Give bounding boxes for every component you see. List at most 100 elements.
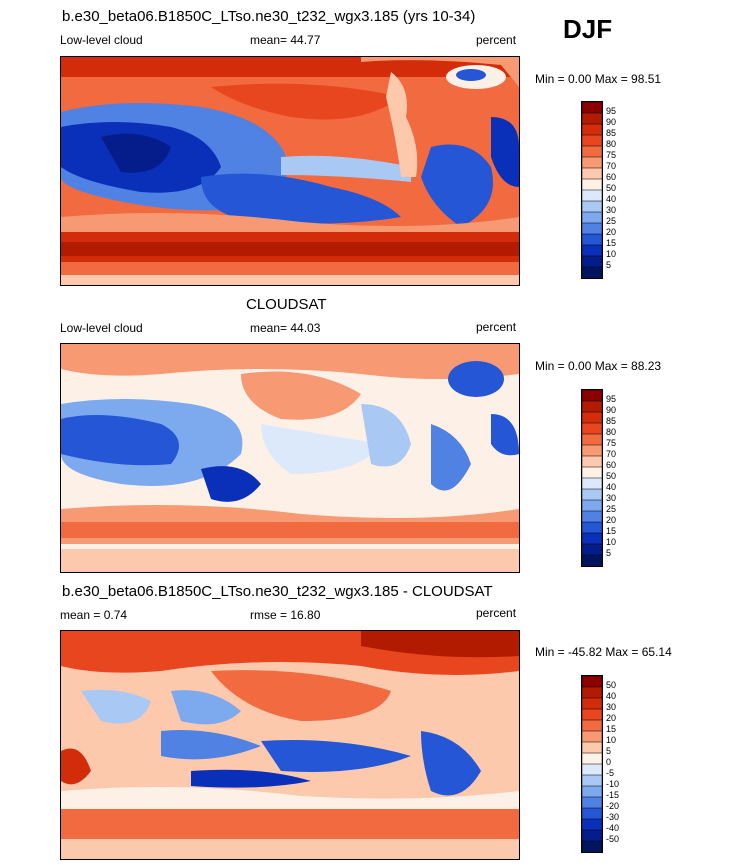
colorbar-swatch bbox=[581, 697, 603, 710]
colorbar-swatch bbox=[581, 433, 603, 446]
colorbar-tick-label: 15 bbox=[606, 238, 617, 248]
colorbar-tick-label: 20 bbox=[606, 515, 617, 525]
colorbar-swatch bbox=[581, 200, 603, 213]
panel1-map bbox=[60, 56, 520, 286]
panel2-map bbox=[60, 343, 520, 573]
panel2-colorbar: 95 90 85 80 75 70 60 50 40 30 25 20 15 10 5 bbox=[581, 389, 616, 572]
colorbar-swatch bbox=[581, 255, 603, 268]
colorbar-swatch bbox=[581, 686, 603, 699]
colorbar-swatch bbox=[581, 499, 603, 512]
colorbar-tick-label: -15 bbox=[606, 790, 620, 800]
colorbar-swatch bbox=[581, 532, 603, 545]
colorbar-swatch bbox=[581, 466, 603, 479]
panel2-center-label: mean= 44.03 bbox=[250, 321, 321, 335]
colorbar-swatch bbox=[581, 521, 603, 534]
panel2-contour-field bbox=[61, 344, 519, 572]
colorbar-tick-label: 85 bbox=[606, 128, 617, 138]
colorbar-tick-label: 40 bbox=[606, 194, 617, 204]
colorbar-tick-label: 90 bbox=[606, 405, 617, 415]
colorbar-tick-label: 20 bbox=[606, 227, 617, 237]
colorbar-tick-label: 80 bbox=[606, 427, 617, 437]
colorbar-swatch bbox=[581, 167, 603, 180]
colorbar-tick-label: -50 bbox=[606, 834, 620, 844]
colorbar-swatch bbox=[581, 796, 603, 809]
colorbar-swatch bbox=[581, 719, 603, 732]
colorbar-swatch bbox=[581, 244, 603, 257]
colorbar-tick-label: 10 bbox=[606, 249, 617, 259]
panel3-colorbar: 50 40 30 20 15 10 5 0 -5 -10 -15 -20 -30 -40 -50 bbox=[581, 675, 619, 858]
panel2-minmax: Min = 0.00 Max = 88.23 bbox=[535, 359, 662, 373]
colorbar-swatch bbox=[581, 774, 603, 787]
colorbar-tick-label: 60 bbox=[606, 460, 617, 470]
colorbar-tick-label: 40 bbox=[606, 691, 617, 701]
colorbar-tick-label: -5 bbox=[606, 768, 615, 778]
panel2-colorbar-swatches bbox=[581, 389, 603, 567]
panel1-colorbar: 95 90 85 80 75 70 60 50 40 30 25 20 15 10 5 bbox=[581, 101, 616, 284]
colorbar-tick-label: -20 bbox=[606, 801, 620, 811]
colorbar-tick-label: 75 bbox=[606, 150, 617, 160]
colorbar-swatch bbox=[581, 266, 603, 279]
colorbar-swatch bbox=[581, 488, 603, 501]
colorbar-swatch bbox=[581, 708, 603, 721]
colorbar-tick-label: 5 bbox=[606, 746, 612, 756]
colorbar-tick-label: 95 bbox=[606, 394, 617, 404]
colorbar-swatch bbox=[581, 222, 603, 235]
colorbar-swatch bbox=[581, 752, 603, 765]
colorbar-tick-label: 70 bbox=[606, 449, 617, 459]
panel3-minmax: Min = -45.82 Max = 65.14 bbox=[535, 645, 672, 659]
colorbar-tick-label: 50 bbox=[606, 471, 617, 481]
colorbar-swatch bbox=[581, 477, 603, 490]
panel3-center-label: rmse = 16.80 bbox=[250, 608, 321, 622]
colorbar-swatch bbox=[581, 741, 603, 754]
colorbar-tick-label: -30 bbox=[606, 812, 620, 822]
season-label: DJF bbox=[563, 14, 613, 44]
colorbar-swatch bbox=[581, 233, 603, 246]
colorbar-tick-label: 15 bbox=[606, 724, 617, 734]
colorbar-swatch bbox=[581, 112, 603, 125]
panel1-left-label: Low-level cloud bbox=[60, 33, 143, 47]
colorbar-tick-label: 70 bbox=[606, 161, 617, 171]
panel2-left-label: Low-level cloud bbox=[60, 321, 143, 335]
colorbar-tick-label: 30 bbox=[606, 702, 617, 712]
panel1-colorbar-swatches bbox=[581, 101, 603, 279]
colorbar-swatch bbox=[581, 422, 603, 435]
colorbar-swatch bbox=[581, 554, 603, 567]
colorbar-swatch bbox=[581, 807, 603, 820]
colorbar-tick-label: 25 bbox=[606, 504, 617, 514]
colorbar-swatch bbox=[581, 189, 603, 202]
colorbar-swatch bbox=[581, 400, 603, 413]
colorbar-tick-label: 5 bbox=[606, 260, 612, 270]
colorbar-swatch bbox=[581, 763, 603, 776]
colorbar-swatch bbox=[581, 123, 603, 136]
colorbar-tick-label: 5 bbox=[606, 548, 612, 558]
colorbar-tick-label: 10 bbox=[606, 537, 617, 547]
colorbar-tick-label: 20 bbox=[606, 713, 617, 723]
colorbar-swatch bbox=[581, 675, 603, 688]
panel3-right-label: percent bbox=[476, 606, 517, 620]
colorbar-tick-label: 85 bbox=[606, 416, 617, 426]
panel1-center-label: mean= 44.77 bbox=[250, 33, 321, 47]
colorbar-swatch bbox=[581, 543, 603, 556]
colorbar-swatch bbox=[581, 145, 603, 158]
colorbar-tick-label: -10 bbox=[606, 779, 620, 789]
colorbar-swatch bbox=[581, 785, 603, 798]
colorbar-tick-label: 30 bbox=[606, 205, 617, 215]
colorbar-swatch bbox=[581, 818, 603, 831]
colorbar-swatch bbox=[581, 510, 603, 523]
colorbar-tick-label: 75 bbox=[606, 438, 617, 448]
colorbar-swatch bbox=[581, 840, 603, 853]
colorbar-swatch bbox=[581, 134, 603, 147]
colorbar-tick-label: 90 bbox=[606, 117, 617, 127]
colorbar-swatch bbox=[581, 211, 603, 224]
panel1-contour-field bbox=[61, 57, 519, 285]
panel1-right-label: percent bbox=[476, 33, 517, 47]
colorbar-tick-label: 30 bbox=[606, 493, 617, 503]
colorbar-swatch bbox=[581, 455, 603, 468]
panel3-left-label: mean = 0.74 bbox=[60, 608, 128, 622]
colorbar-tick-label: 0 bbox=[606, 757, 612, 767]
panel3-colorbar-swatches bbox=[581, 675, 603, 853]
colorbar-tick-label: 25 bbox=[606, 216, 617, 226]
colorbar-swatch bbox=[581, 444, 603, 457]
panel3-map bbox=[60, 630, 520, 860]
colorbar-tick-label: 15 bbox=[606, 526, 617, 536]
